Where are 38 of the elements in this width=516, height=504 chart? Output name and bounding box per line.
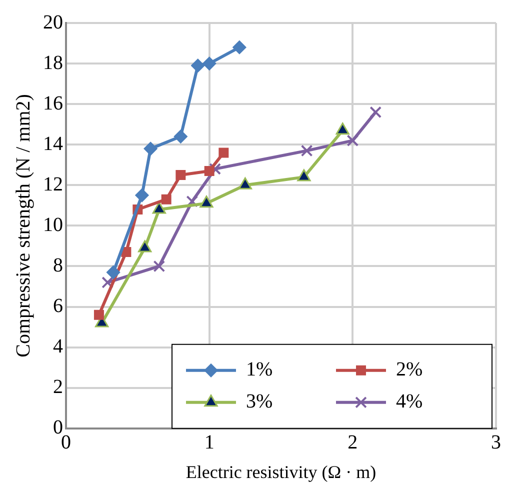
y-tick-label: 10 bbox=[43, 214, 63, 236]
y-tick-label: 6 bbox=[53, 295, 63, 318]
x-tick-label: 2 bbox=[348, 432, 358, 454]
y-tick-label: 0 bbox=[53, 416, 63, 439]
point bbox=[106, 266, 120, 280]
point bbox=[94, 310, 104, 320]
x-tick-label: 1 bbox=[204, 432, 214, 454]
y-tick-label: 18 bbox=[43, 52, 63, 74]
point bbox=[300, 144, 313, 157]
point bbox=[144, 142, 158, 156]
legend-label: 3% bbox=[246, 390, 273, 413]
y-tick-label: 8 bbox=[53, 254, 63, 276]
point bbox=[232, 40, 246, 54]
x-tick-label: 3 bbox=[491, 432, 501, 454]
point bbox=[135, 188, 149, 202]
y-tick-label: 4 bbox=[53, 336, 63, 358]
point bbox=[218, 148, 229, 158]
point bbox=[209, 162, 222, 175]
point bbox=[191, 58, 205, 72]
point bbox=[186, 195, 198, 208]
y-tick-label: 16 bbox=[43, 92, 63, 114]
y-axis-title: Compressive strength (N / mm2) bbox=[12, 94, 34, 358]
legend-label: 2% bbox=[396, 358, 423, 381]
point bbox=[204, 166, 214, 176]
y-tick-label: 2 bbox=[53, 376, 63, 398]
y-tick-label: 12 bbox=[43, 173, 63, 196]
y-tick-label: 14 bbox=[43, 132, 63, 155]
point bbox=[202, 56, 216, 70]
legend-label: 4% bbox=[396, 390, 423, 413]
point bbox=[176, 170, 186, 180]
point bbox=[370, 106, 382, 118]
point bbox=[161, 194, 172, 204]
point bbox=[174, 130, 188, 144]
point bbox=[346, 134, 359, 147]
y-tick-label: 20 bbox=[43, 11, 63, 34]
point bbox=[153, 260, 166, 272]
legend-label: 1% bbox=[246, 358, 273, 381]
x-axis-title: Electric resistivity (Ω · m) bbox=[186, 462, 376, 482]
